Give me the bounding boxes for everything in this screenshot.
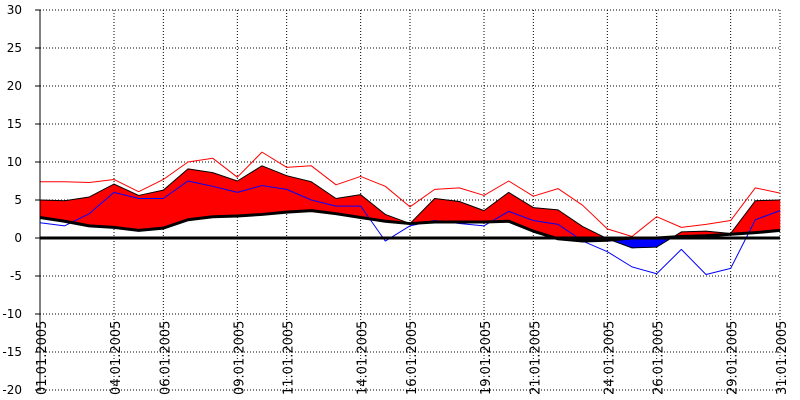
x-tick-label: 09.01.2005 xyxy=(232,321,247,395)
lower-line xyxy=(39,180,781,275)
x-tick-label: 16.01.2005 xyxy=(405,321,420,395)
y-tick-label: -20 xyxy=(2,383,22,397)
x-tick-label: 21.01.2005 xyxy=(528,321,543,395)
series-lines xyxy=(39,151,781,275)
x-tick-label: 14.01.2005 xyxy=(356,321,371,395)
x-tick-label: 24.01.2005 xyxy=(602,321,617,395)
y-tick-label: -10 xyxy=(2,307,22,321)
y-tick-label: 30 xyxy=(7,3,22,17)
y-tick-label: 10 xyxy=(7,155,22,169)
axes xyxy=(35,9,780,391)
y-tick-label: 5 xyxy=(14,193,22,207)
x-tick-label: 26.01.2005 xyxy=(652,321,667,395)
area-fill-above xyxy=(138,189,164,231)
y-tick-label: -5 xyxy=(10,269,22,283)
y-tick-labels: 30 25 20 15 10 5 0 -5 -10 -15 -20 xyxy=(2,3,22,397)
y-tick-label: 0 xyxy=(14,231,22,245)
area-fill-above xyxy=(434,198,460,223)
y-tick-label: 20 xyxy=(7,79,22,93)
x-tick-labels: 01.01.2005 04.01.2005 06.01.2005 09.01.2005… xyxy=(35,321,790,395)
y-tick-label: 25 xyxy=(7,41,22,55)
x-tick-label: 11.01.2005 xyxy=(282,321,297,395)
area-fill-above xyxy=(755,199,781,233)
x-tick-label: 01.01.2005 xyxy=(35,321,50,395)
x-tick-label: 06.01.2005 xyxy=(158,321,173,395)
x-tick-label: 31.01.2005 xyxy=(775,321,790,395)
area-fill-above xyxy=(187,168,213,221)
x-tick-label: 29.01.2005 xyxy=(726,321,741,395)
upper-line xyxy=(40,151,781,237)
x-tick-label: 19.01.2005 xyxy=(479,321,494,395)
x-tick-label: 04.01.2005 xyxy=(109,321,124,395)
y-tick-label: -15 xyxy=(2,345,22,359)
y-tick-label: 15 xyxy=(7,117,22,131)
